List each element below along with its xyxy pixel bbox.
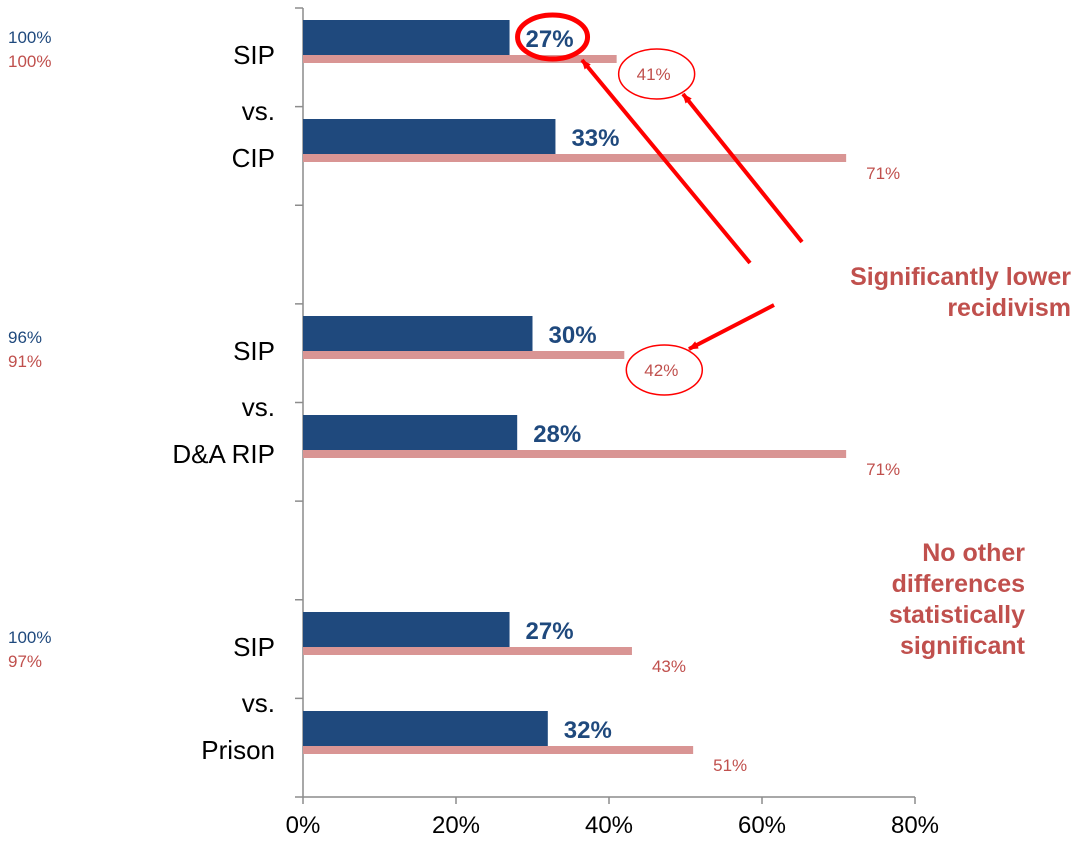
light-bar — [303, 450, 847, 458]
dark-bar — [303, 20, 510, 55]
light-bar-value: 42% — [644, 361, 678, 380]
x-tick-label: 0% — [286, 812, 321, 839]
annotation-line: recidivism — [947, 294, 1071, 322]
group-1-side-values: 100% 100% — [8, 26, 51, 74]
category-label: SIP — [233, 40, 275, 70]
annotation-line: Significantly lower — [850, 263, 1071, 291]
category-label: vs. — [242, 688, 275, 718]
dark-bar-value: 32% — [564, 717, 612, 744]
annotation-no-other: No other differences statistically signi… — [765, 538, 1025, 662]
category-label: vs. — [242, 96, 275, 126]
dark-bar — [303, 316, 533, 351]
x-tick-label: 20% — [432, 812, 480, 839]
side-value-dark: 100% — [8, 28, 52, 47]
dark-bar — [303, 612, 510, 647]
light-bar — [303, 154, 847, 162]
annotation-line: statistically — [888, 601, 1025, 629]
light-bar-value: 41% — [637, 65, 671, 84]
light-bar-value: 71% — [866, 460, 900, 479]
light-bar — [303, 647, 632, 655]
group-2-side-values: 96% 91% — [8, 326, 42, 374]
category-label: SIP — [233, 336, 275, 366]
light-bar — [303, 351, 625, 359]
dark-bar-value: 27% — [526, 26, 574, 53]
category-label: vs. — [242, 392, 275, 422]
x-tick-label: 60% — [738, 812, 786, 839]
category-label: D&A RIP — [172, 439, 275, 469]
light-bar-value: 51% — [713, 756, 747, 775]
side-value-dark: 100% — [8, 628, 52, 647]
dark-bar — [303, 119, 556, 154]
group-3-side-values: 100% 97% — [8, 626, 51, 674]
x-tick-label: 40% — [585, 812, 633, 839]
dark-bar-value: 30% — [549, 322, 597, 349]
highlight-circle — [617, 48, 696, 100]
light-bar — [303, 55, 617, 63]
annotation-arrow — [681, 92, 804, 244]
annotation-line: significant — [899, 632, 1025, 660]
dark-bar-value: 28% — [533, 421, 581, 448]
side-value-light: 91% — [8, 352, 43, 371]
annotation-significant: Significantly lower recidivism — [751, 262, 1071, 324]
annotation-line: No other — [922, 539, 1025, 567]
highlight-circle — [625, 344, 704, 396]
category-label: CIP — [232, 143, 275, 173]
dark-bar — [303, 415, 518, 450]
annotation-line: differences — [891, 570, 1025, 598]
light-bar — [303, 746, 694, 754]
annotation-arrow — [580, 58, 752, 265]
light-bar-value: 43% — [652, 657, 686, 676]
side-value-dark: 96% — [8, 328, 43, 347]
dark-bar-value: 27% — [526, 618, 574, 645]
dark-bar-value: 33% — [571, 125, 619, 152]
x-tick-label: 80% — [891, 812, 939, 839]
category-label: Prison — [201, 735, 275, 765]
category-label: SIP — [233, 632, 275, 662]
annotation-arrow — [688, 303, 775, 351]
highlight-circle-bold — [515, 12, 591, 62]
side-value-light: 97% — [8, 652, 43, 671]
light-bar-value: 71% — [866, 164, 900, 183]
side-value-light: 100% — [8, 52, 52, 71]
dark-bar — [303, 711, 548, 746]
